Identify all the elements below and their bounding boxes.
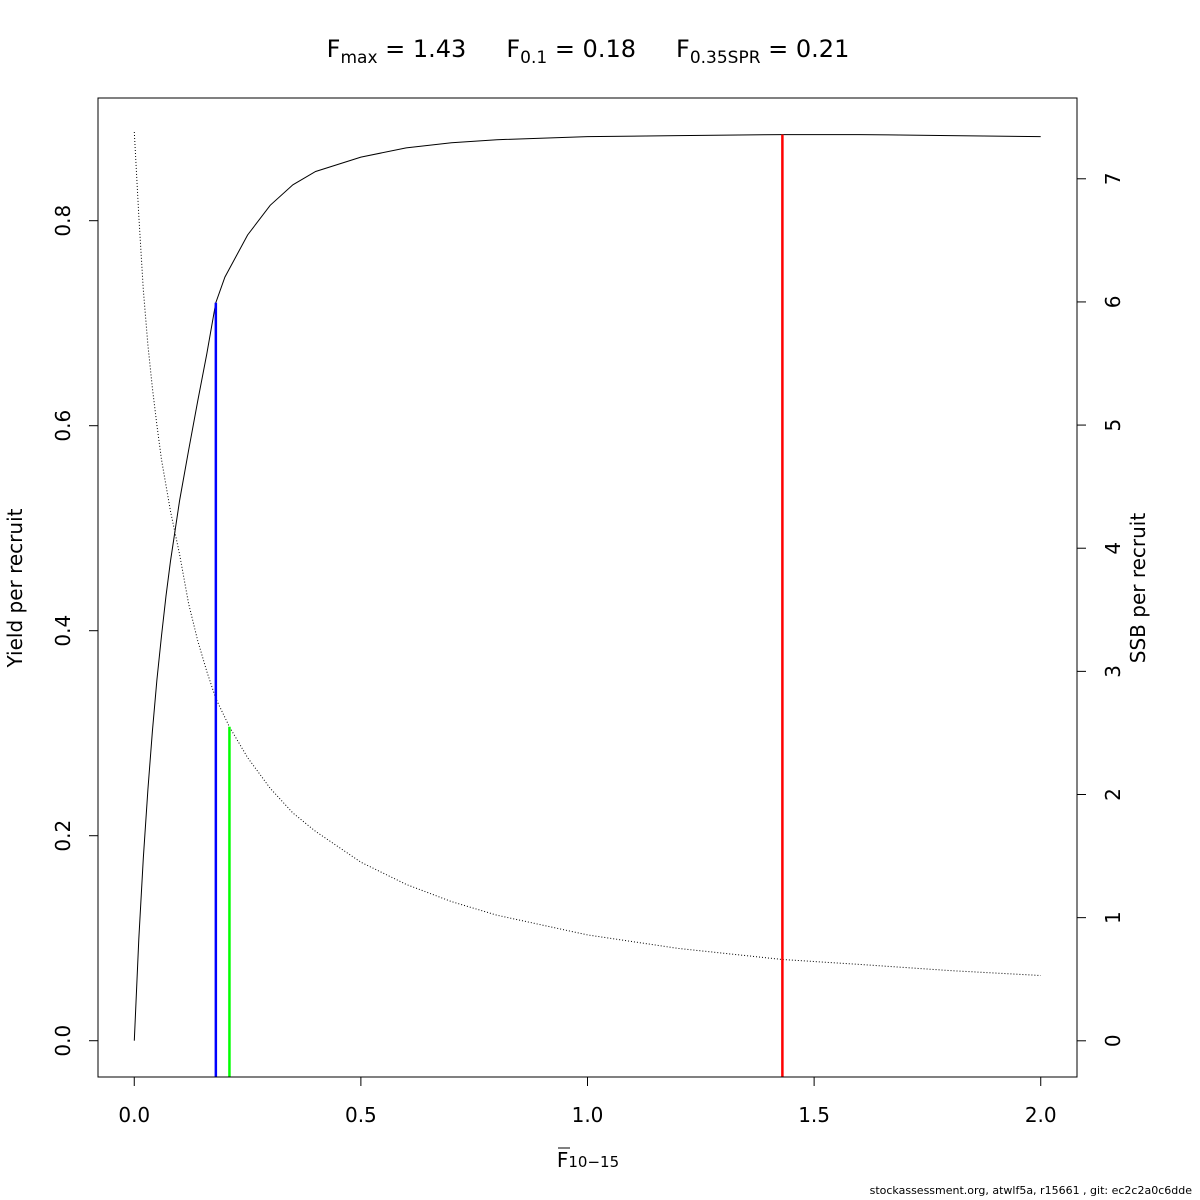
series-yield-line [133, 134, 1041, 1041]
y-right-tick-label: 1 [1101, 911, 1125, 924]
y-left-tick-label: 0.8 [51, 205, 75, 237]
plot-frame [97, 97, 1078, 1078]
title-text: Fmax = 1.43 F0.1 = 0.18 F0.35SPR = 0.21 [327, 35, 850, 68]
x-tick-label: 2.0 [1025, 1103, 1057, 1127]
y-left-axis-label: Yield per recruit [3, 508, 27, 668]
chart-title: Fmax = 1.43 F0.1 = 0.18 F0.35SPR = 0.21 [327, 35, 850, 68]
y-left-tick-label: 0.0 [51, 1025, 75, 1057]
y-right-tick-label: 5 [1101, 419, 1125, 432]
series-layer [133, 131, 1041, 1041]
y-left-tick-label: 0.6 [51, 410, 75, 442]
y-right-tick-label: 7 [1101, 172, 1125, 185]
reference-lines [214, 134, 784, 1077]
x-axis: 0.0 0.5 1.0 1.5 2.0 [118, 1076, 1057, 1127]
y-right-tick-label: 4 [1101, 542, 1125, 555]
y-left-tick-label: 0.2 [51, 820, 75, 852]
y-right-axis: 0 1 2 3 4 5 6 7 [1076, 172, 1125, 1047]
plot-box [97, 97, 1078, 1078]
footer-note: stockassessment.org, atwlf5a, r15661 , g… [869, 1184, 1192, 1197]
y-right-tick-label: 3 [1101, 665, 1125, 678]
y-right-tick-label: 6 [1101, 296, 1125, 309]
y-right-tick-label: 2 [1101, 788, 1125, 801]
series-ssb-line [133, 131, 1041, 976]
x-axis-label-text: F10−15 [557, 1148, 619, 1172]
y-left-axis: 0.0 0.2 0.4 0.6 0.8 [51, 205, 99, 1057]
x-tick-label: 0.5 [345, 1103, 377, 1127]
x-axis-label: F10−15 [557, 1147, 619, 1172]
y-left-tick-label: 0.4 [51, 615, 75, 647]
x-tick-label: 0.0 [118, 1103, 150, 1127]
y-right-tick-label: 0 [1101, 1034, 1125, 1047]
x-tick-label: 1.0 [572, 1103, 604, 1127]
y-right-axis-label: SSB per recruit [1126, 513, 1150, 664]
x-tick-label: 1.5 [798, 1103, 830, 1127]
